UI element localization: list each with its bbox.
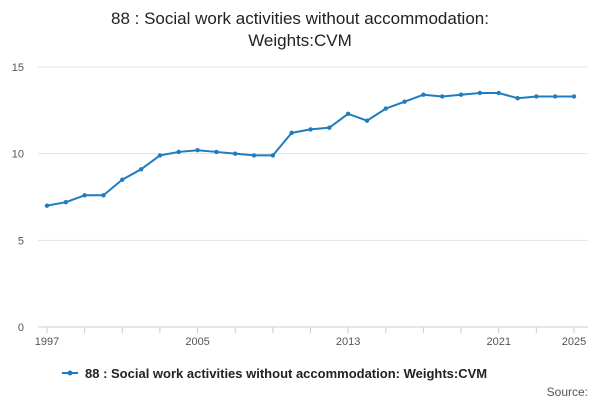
x-axis: 1997 2005 2013 2021 2025	[35, 326, 588, 348]
data-point	[120, 177, 125, 182]
data-point	[176, 149, 181, 155]
y-tick-label: 10	[12, 149, 24, 161]
data-point	[195, 148, 200, 153]
data-point	[421, 92, 426, 97]
data-point	[458, 92, 464, 97]
data-series	[44, 90, 577, 208]
x-tick-label: 2005	[185, 336, 209, 348]
data-point	[63, 200, 69, 205]
legend-label: 88 : Social work activities without acco…	[85, 366, 487, 381]
data-point	[534, 94, 539, 99]
source-label: Source:	[547, 385, 588, 399]
y-tick-label: 15	[12, 62, 24, 74]
data-point	[289, 130, 294, 136]
y-tick-label: 5	[18, 235, 24, 247]
data-point	[571, 94, 577, 99]
data-point	[214, 149, 219, 155]
data-point	[496, 90, 501, 96]
x-tick-label: 2013	[336, 336, 360, 348]
data-point	[383, 106, 388, 111]
y-gridlines	[38, 66, 588, 328]
data-point	[138, 167, 144, 172]
chart-title-line-2: Weights:CVM	[248, 31, 352, 50]
data-point	[402, 99, 407, 104]
data-point	[327, 125, 332, 130]
data-point	[308, 127, 313, 132]
data-point	[82, 193, 87, 198]
data-point	[233, 151, 238, 156]
data-point	[477, 90, 483, 96]
y-tick-label: 0	[18, 322, 24, 334]
x-tick-label: 2021	[486, 336, 510, 348]
data-point	[270, 153, 276, 158]
y-axis-ticks: 0 5 10 15	[12, 62, 24, 334]
data-point	[440, 94, 445, 99]
chart-title-line-1: 88 : Social work activities without acco…	[111, 9, 489, 28]
data-point	[44, 203, 50, 208]
data-point	[345, 111, 351, 117]
data-point	[101, 193, 106, 198]
data-point	[157, 153, 163, 158]
data-point	[552, 94, 558, 99]
x-tick-label: 1997	[35, 336, 59, 348]
data-point	[364, 118, 370, 123]
data-point	[251, 153, 257, 158]
legend: 88 : Social work activities without acco…	[62, 366, 487, 381]
series-line	[46, 92, 574, 207]
data-point	[515, 96, 520, 101]
x-tick-label: 2025	[562, 336, 586, 348]
legend-swatch-marker	[67, 370, 73, 376]
